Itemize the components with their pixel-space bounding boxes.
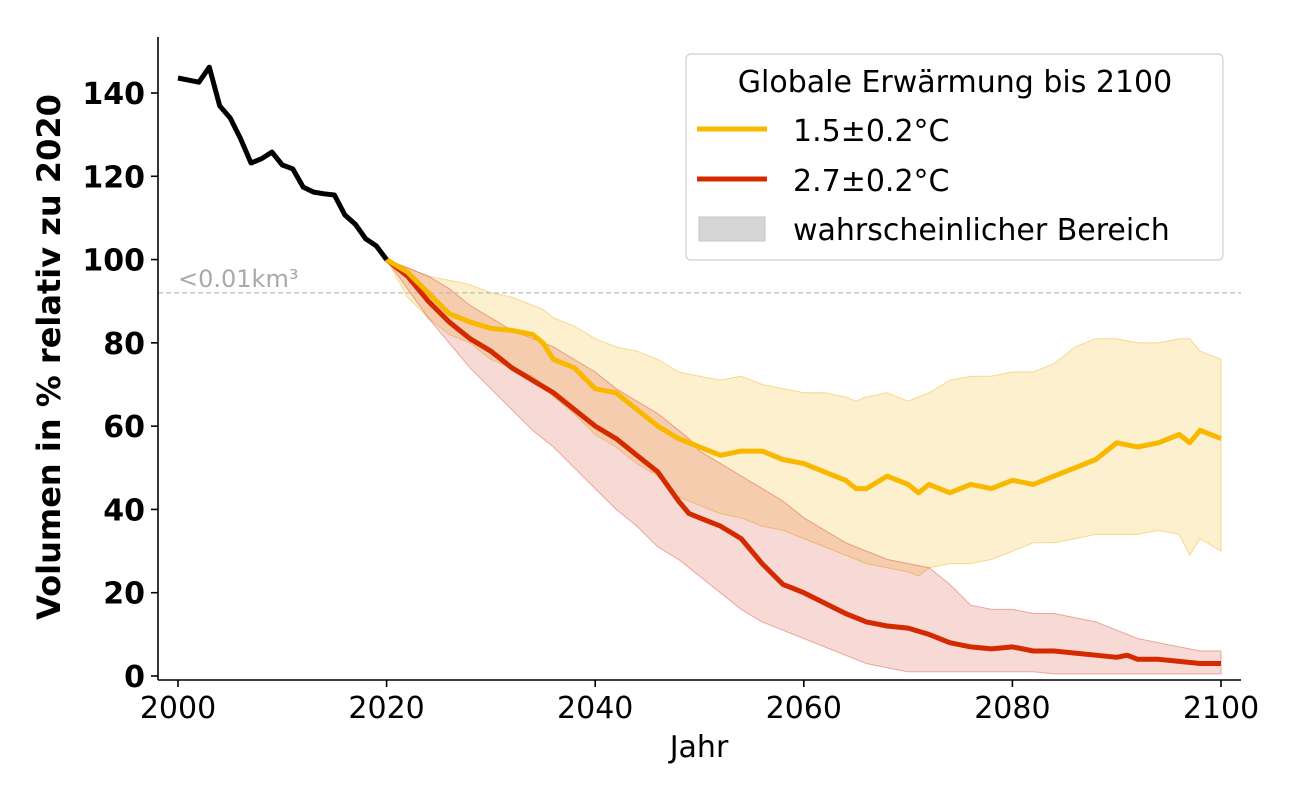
x-tick-label: 2080 xyxy=(974,691,1050,726)
legend-swatch-range xyxy=(698,216,766,242)
x-ticks: 2000 2020 2040 2060 2080 2100 xyxy=(140,680,1259,726)
y-tick-label: 120 xyxy=(82,160,145,195)
series-line-1-5 xyxy=(385,257,1222,496)
y-ticks: 0 20 40 60 80 100 120 140 xyxy=(82,77,158,695)
y-tick-label: 0 xyxy=(124,660,145,695)
legend-label-range: wahrscheinlicher Bereich xyxy=(793,213,1170,248)
y-axis-label: Volumen in % relativ zu 2020 xyxy=(30,94,68,620)
legend: Globale Erwärmung bis 2100 1.5±0.2°C 2.7… xyxy=(685,53,1224,261)
series-lines xyxy=(177,64,1222,666)
x-tick-label: 2100 xyxy=(1183,691,1259,726)
legend-title: Globale Erwärmung bis 2100 xyxy=(738,65,1172,100)
x-tick-label: 2040 xyxy=(557,691,633,726)
legend-frame xyxy=(685,53,1224,261)
legend-label-1-5: 1.5±0.2°C xyxy=(793,114,950,149)
legend-label-2-7: 2.7±0.2°C xyxy=(793,164,950,199)
x-tick-label: 2060 xyxy=(766,691,842,726)
uncertainty-bands xyxy=(385,258,1222,675)
series-line-historical xyxy=(177,64,389,262)
y-tick-label: 40 xyxy=(103,493,145,528)
x-axis-label: Jahr xyxy=(668,730,729,765)
x-tick-label: 2020 xyxy=(348,691,424,726)
y-tick-label: 100 xyxy=(82,244,145,279)
x-tick-label: 2000 xyxy=(140,691,216,726)
series-line-2-7 xyxy=(385,257,1221,666)
y-tick-label: 20 xyxy=(103,577,145,612)
y-tick-label: 140 xyxy=(82,77,145,112)
y-tick-label: 80 xyxy=(103,327,145,362)
threshold-annotation: <0.01km³ xyxy=(178,265,298,293)
y-tick-label: 60 xyxy=(103,410,145,445)
